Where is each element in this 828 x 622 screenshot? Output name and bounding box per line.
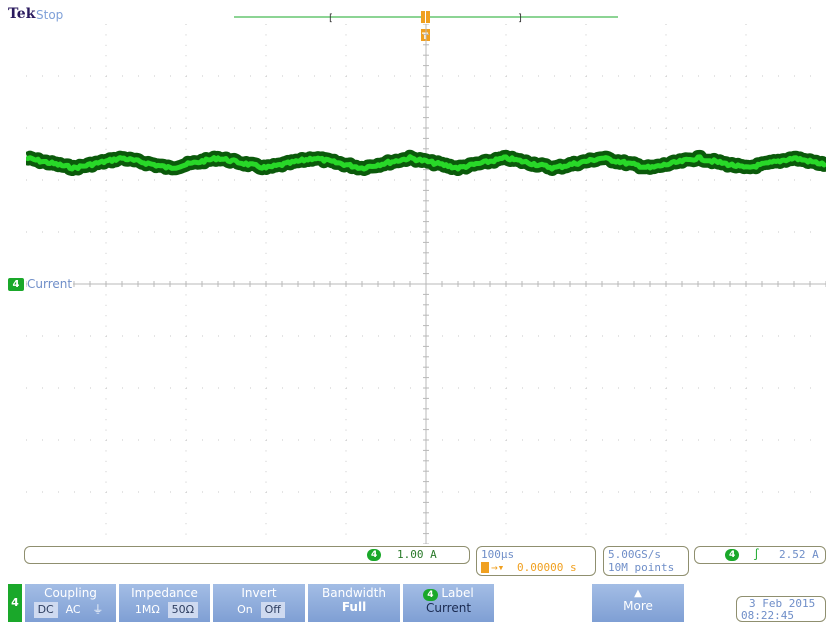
trigger-channel-badge: 4: [725, 549, 740, 561]
impedance-title: Impedance: [131, 586, 198, 600]
sample-rate: 5.00GS/s: [608, 548, 661, 561]
invert-title: Invert: [241, 586, 277, 600]
time-per-div: 100µs: [481, 548, 515, 561]
svg-text:[: [: [329, 13, 333, 24]
coupling-ground-icon[interactable]: ⏚: [92, 603, 104, 616]
up-arrow-icon: ▲: [634, 588, 642, 599]
impedance-1mohm[interactable]: 1MΩ: [134, 603, 160, 616]
label-title: Label: [441, 586, 474, 600]
channel-menu-tab[interactable]: 4: [8, 584, 22, 622]
more-label: More: [623, 599, 653, 613]
vertical-scale-value: 1.00 A: [397, 548, 437, 561]
trigger-delay: 0.00000 s: [517, 561, 577, 574]
bandwidth-title: Bandwidth: [322, 586, 386, 600]
channel-label: Current: [27, 277, 74, 291]
time-display: 08:22:45: [741, 609, 794, 622]
invert-button[interactable]: Invert On Off: [213, 584, 305, 622]
bandwidth-value: Full: [341, 600, 367, 614]
label-button[interactable]: 4 Label Current: [403, 584, 494, 622]
run-status: Stop: [36, 8, 64, 22]
coupling-dc[interactable]: DC: [33, 602, 58, 618]
impedance-50ohm[interactable]: 50Ω: [167, 602, 199, 618]
more-button[interactable]: ▲ More: [592, 584, 684, 622]
invert-on[interactable]: On: [237, 603, 253, 616]
svg-text:]: ]: [518, 13, 522, 24]
impedance-button[interactable]: Impedance 1MΩ 50Ω: [119, 584, 210, 622]
coupling-ac[interactable]: AC: [65, 603, 81, 616]
invert-off[interactable]: Off: [260, 602, 285, 618]
label-channel-badge: 4: [423, 589, 438, 601]
rising-edge-icon: ∫: [753, 548, 760, 561]
record-length: 10M points: [608, 561, 675, 574]
vertical-scale-readout[interactable]: 4 1.00 A: [24, 546, 470, 564]
datetime-readout: 3 Feb 2015 08:22:45: [736, 596, 826, 622]
channel-ground-marker[interactable]: 4: [8, 278, 24, 291]
trigger-arrow-icon: →▾: [491, 561, 505, 574]
brand-logo: Tek: [8, 6, 36, 22]
bandwidth-button[interactable]: Bandwidth Full: [308, 584, 400, 622]
waveform-graticule[interactable]: [26, 24, 826, 544]
trigger-delay-icon: [481, 562, 489, 573]
coupling-button[interactable]: Coupling DC AC ⏚: [25, 584, 116, 622]
label-value: Current: [425, 601, 472, 615]
acquisition-readout[interactable]: 5.00GS/s 10M points: [603, 546, 689, 576]
date-display: 3 Feb 2015: [749, 597, 816, 610]
channel-badge: 4: [367, 549, 382, 561]
trigger-level: 2.52 A: [779, 548, 819, 561]
trigger-readout[interactable]: 4 ∫ 2.52 A: [694, 546, 826, 564]
horizontal-readout[interactable]: 100µs →▾ 0.00000 s: [476, 546, 596, 576]
coupling-title: Coupling: [44, 586, 97, 600]
waveform-trace-core: [26, 154, 826, 172]
